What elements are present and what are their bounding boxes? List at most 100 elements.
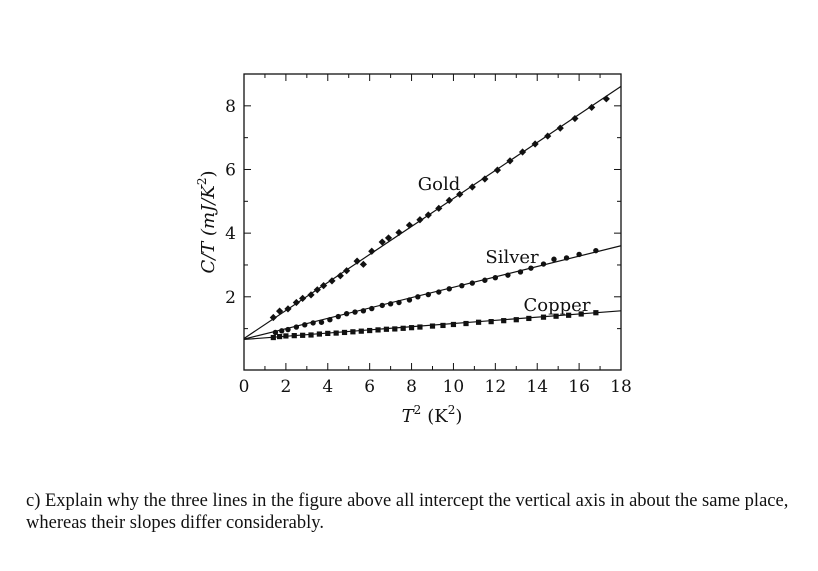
gold-point xyxy=(424,211,432,219)
copper-point xyxy=(300,332,306,338)
gold-point xyxy=(506,157,514,165)
gold-point xyxy=(299,294,307,302)
silver-point xyxy=(360,308,367,314)
silver-point xyxy=(369,305,375,312)
copper-point xyxy=(540,314,547,320)
silver-point xyxy=(396,299,402,306)
copper-label: Copper xyxy=(524,295,591,316)
series-labels: Gold Silver Copper xyxy=(418,174,591,316)
silver-point xyxy=(415,294,421,300)
x-tick-label: 2 xyxy=(280,377,291,397)
gold-point xyxy=(276,307,284,315)
copper-point xyxy=(513,317,519,323)
silver-point xyxy=(551,256,557,262)
copper-point xyxy=(383,326,390,332)
question-text: c) Explain why the three lines in the fi… xyxy=(26,491,789,533)
copper-point xyxy=(450,321,457,328)
x-tick-label: 12 xyxy=(485,377,507,397)
silver-point xyxy=(446,286,452,292)
copper-point xyxy=(375,327,381,333)
gold-point xyxy=(292,298,300,307)
x-tick-label: 14 xyxy=(526,377,548,397)
silver-point xyxy=(563,255,570,261)
copper-point xyxy=(501,318,507,324)
gold-label: Gold xyxy=(418,174,461,195)
silver-point xyxy=(310,320,316,326)
y-tick-label: 6 xyxy=(225,160,236,180)
copper-point xyxy=(341,329,348,336)
gold-point xyxy=(353,257,361,265)
copper-point xyxy=(350,329,356,335)
silver-point xyxy=(505,272,511,278)
gold-point xyxy=(319,282,328,290)
silver-point xyxy=(293,324,300,330)
silver-point xyxy=(406,297,413,303)
silver-point xyxy=(302,322,308,328)
copper-point xyxy=(488,319,494,325)
gold-point xyxy=(284,305,292,313)
silver-point xyxy=(469,280,475,286)
gold-point xyxy=(307,291,315,299)
gold-point xyxy=(384,234,393,242)
copper-point xyxy=(417,324,423,330)
silver-label: Silver xyxy=(485,247,539,268)
gold-point xyxy=(313,286,321,294)
x-tick-label: 10 xyxy=(443,377,465,397)
gold-point xyxy=(416,216,424,224)
gold-point xyxy=(269,313,277,322)
copper-point xyxy=(333,330,339,336)
silver-point xyxy=(335,313,341,320)
silver-point xyxy=(482,277,488,283)
x-tick-label: 0 xyxy=(239,377,250,397)
gold-point xyxy=(359,260,367,268)
silver-point xyxy=(576,251,582,258)
copper-point xyxy=(392,326,398,332)
copper-point xyxy=(277,333,283,340)
x-axis-title: T2 (K2) xyxy=(402,403,463,427)
y-tick-label: 2 xyxy=(225,288,236,308)
copper-point xyxy=(283,333,289,339)
gold-point xyxy=(343,267,351,275)
gold-point xyxy=(602,95,610,103)
silver-point xyxy=(593,247,599,254)
copper-point xyxy=(566,312,572,318)
silver-point xyxy=(343,310,350,317)
x-tick-label: 4 xyxy=(322,377,333,397)
copper-point xyxy=(308,332,314,338)
data-points xyxy=(269,95,610,341)
gold-point xyxy=(493,166,502,174)
x-tick-label: 18 xyxy=(610,377,632,397)
copper-point xyxy=(440,322,446,329)
silver-point xyxy=(528,265,534,271)
axis-ticks: 0 2 4 6 8 10 12 14 16 18 2 4 6 8 xyxy=(225,73,632,397)
copper-point xyxy=(408,325,415,331)
silver-point xyxy=(492,274,499,281)
copper-point xyxy=(400,325,406,331)
gold-point xyxy=(531,140,539,148)
gold-point xyxy=(456,190,464,198)
gold-point xyxy=(405,221,414,229)
copper-point xyxy=(325,330,331,336)
copper-point xyxy=(429,323,436,329)
gold-point xyxy=(588,103,596,112)
silver-point xyxy=(272,329,279,336)
silver-point xyxy=(517,269,524,275)
silver-point xyxy=(379,302,385,309)
silver-point xyxy=(279,328,285,334)
gold-point xyxy=(544,132,552,140)
chart: 0 2 4 6 8 10 12 14 16 18 2 4 6 8 Gold Silver Copper T2(… xyxy=(195,73,632,427)
x-tick-label: 6 xyxy=(364,377,375,397)
y-tick-label: 8 xyxy=(225,97,236,117)
silver-point xyxy=(459,282,465,289)
gold-point xyxy=(445,196,453,204)
copper-point xyxy=(358,328,364,334)
silver-point xyxy=(425,291,432,298)
gold-point xyxy=(328,277,336,285)
gold-point xyxy=(518,148,527,156)
silver-point xyxy=(352,309,358,315)
gold-point xyxy=(368,247,376,255)
gold-point xyxy=(556,124,564,132)
silver-point xyxy=(318,319,325,325)
silver-point xyxy=(540,261,547,267)
gold-point xyxy=(395,228,403,237)
